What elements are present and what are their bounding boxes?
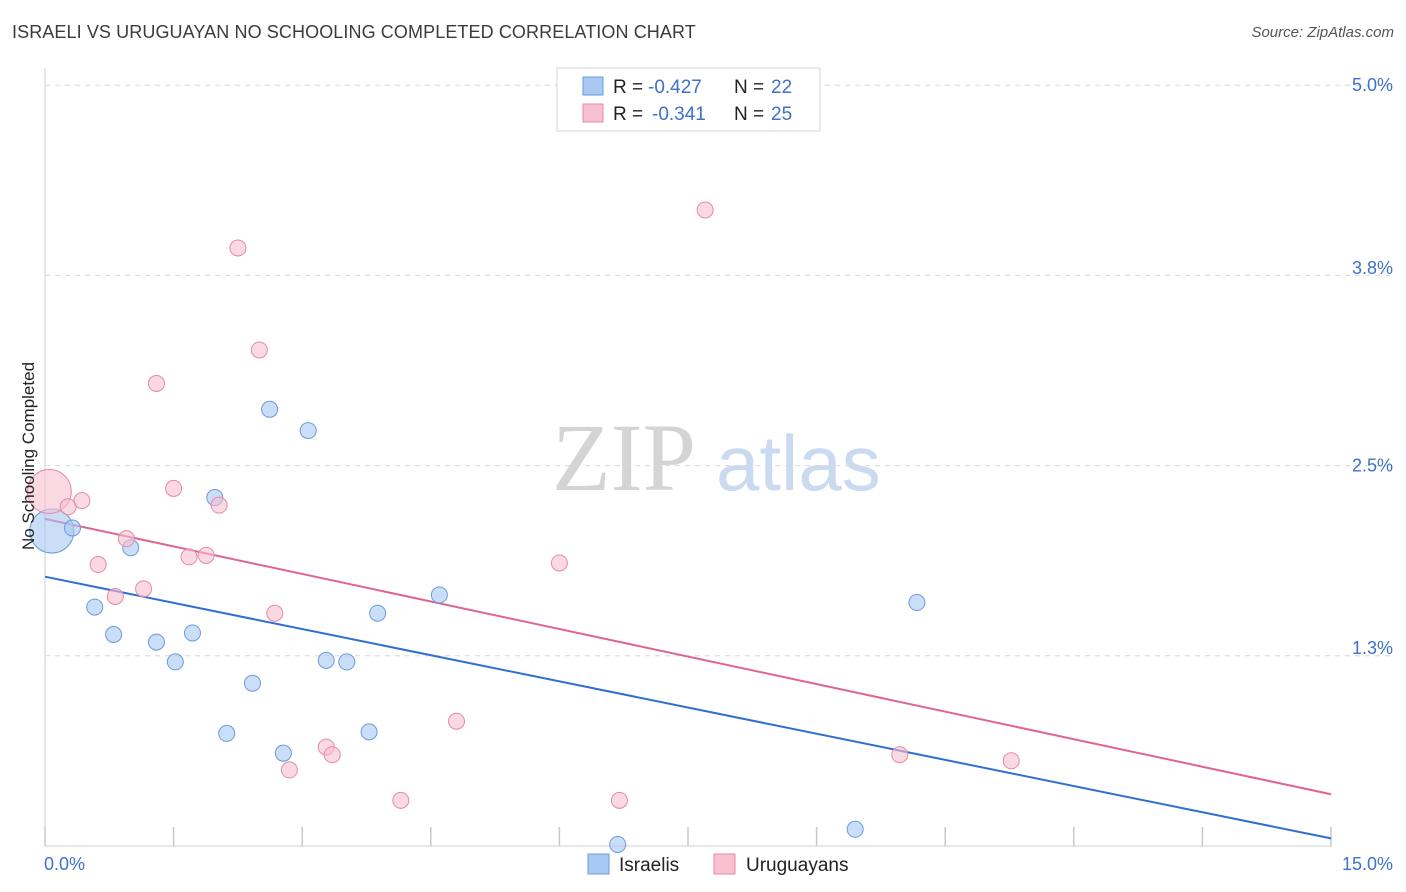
point-uruguayans [229, 239, 247, 257]
point-israelis [274, 744, 292, 762]
y-tick-label: 2.5% [1352, 456, 1393, 476]
points-layer [26, 201, 1020, 853]
legend-n-value-uruguayans: 25 [771, 104, 792, 125]
bottom-legend-label-uruguayans: Uruguayans [746, 855, 848, 876]
trend-layer [44, 517, 1332, 840]
legend-r-value-uruguayans: -0.341 [652, 104, 706, 125]
point-israelis [299, 422, 317, 440]
bottom-legend: Israelis Uruguayans [587, 853, 848, 876]
legend-r-label-israelis: R = [613, 77, 643, 98]
point-uruguayans [891, 746, 909, 764]
legend-swatch-israelis [582, 76, 604, 96]
point-uruguayans [266, 604, 284, 622]
legend-n-label-israelis: N = [734, 77, 764, 98]
point-israelis [86, 598, 104, 616]
point-uruguayans [197, 546, 215, 564]
point-uruguayans [280, 761, 298, 779]
point-uruguayans [323, 746, 341, 764]
point-uruguayans [106, 587, 124, 605]
point-uruguayans [696, 201, 714, 219]
trend-line-uruguayans [44, 517, 1332, 796]
legend-n-label-uruguayans: N = [734, 104, 764, 125]
point-uruguayans [89, 556, 107, 574]
point-israelis [360, 723, 378, 741]
point-uruguayans [135, 580, 153, 598]
point-israelis [609, 835, 627, 853]
point-israelis [105, 626, 123, 644]
legend-box: R = -0.427 N = 22 R = -0.341 N = 25 [556, 67, 821, 132]
point-uruguayans [250, 341, 268, 359]
point-uruguayans [147, 374, 165, 392]
tick-layer: 5.0% 3.8% 2.5% 1.3% 0.0% 15.0% [44, 75, 1393, 874]
y-tick-label: 3.8% [1352, 258, 1393, 278]
point-uruguayans [26, 468, 72, 514]
point-israelis [183, 624, 201, 642]
point-uruguayans [73, 492, 91, 510]
point-uruguayans [117, 530, 135, 548]
x-tick-label: 15.0% [1342, 854, 1393, 874]
trend-line-israelis [44, 575, 1332, 840]
y-axis-title: No Schooling Completed [19, 362, 38, 550]
point-israelis [317, 651, 335, 669]
bottom-legend-label-israelis: Israelis [619, 855, 679, 876]
point-uruguayans [180, 548, 198, 566]
watermark-atlas: atlas [716, 419, 881, 507]
legend-r-label-uruguayans: R = [613, 104, 643, 125]
y-tick-label: 1.3% [1352, 638, 1393, 658]
bottom-legend-swatch-uruguayans [713, 853, 736, 875]
legend-r-value-israelis: -0.427 [648, 77, 702, 98]
y-tick-label: 5.0% [1352, 75, 1393, 95]
legend-n-value-israelis: 22 [771, 77, 792, 98]
x-tick-label: 0.0% [44, 854, 85, 874]
watermark-zip: ZIP [552, 404, 696, 511]
source-label: Source: ZipAtlas.com [1251, 24, 1394, 41]
point-uruguayans [550, 554, 568, 572]
point-israelis [166, 653, 184, 671]
point-israelis [147, 633, 165, 651]
point-israelis [369, 604, 387, 622]
point-israelis [243, 674, 261, 692]
watermark: ZIP atlas [552, 404, 881, 511]
point-uruguayans [210, 496, 228, 514]
chart-title: ISRAELI VS URUGUAYAN NO SCHOOLING COMPLE… [12, 22, 696, 42]
point-israelis [846, 820, 864, 838]
point-uruguayans [1002, 752, 1020, 770]
bottom-legend-swatch-israelis [587, 853, 610, 875]
point-uruguayans [610, 791, 628, 809]
point-israelis [908, 594, 926, 612]
point-israelis [261, 400, 279, 418]
point-israelis [338, 653, 356, 671]
point-uruguayans [392, 791, 410, 809]
point-uruguayans [165, 479, 183, 497]
point-israelis [63, 519, 81, 537]
point-uruguayans [448, 712, 466, 730]
legend-swatch-uruguayans [582, 103, 604, 123]
point-israelis [218, 724, 236, 742]
point-israelis [430, 586, 448, 604]
grid-layer [45, 84, 1391, 657]
